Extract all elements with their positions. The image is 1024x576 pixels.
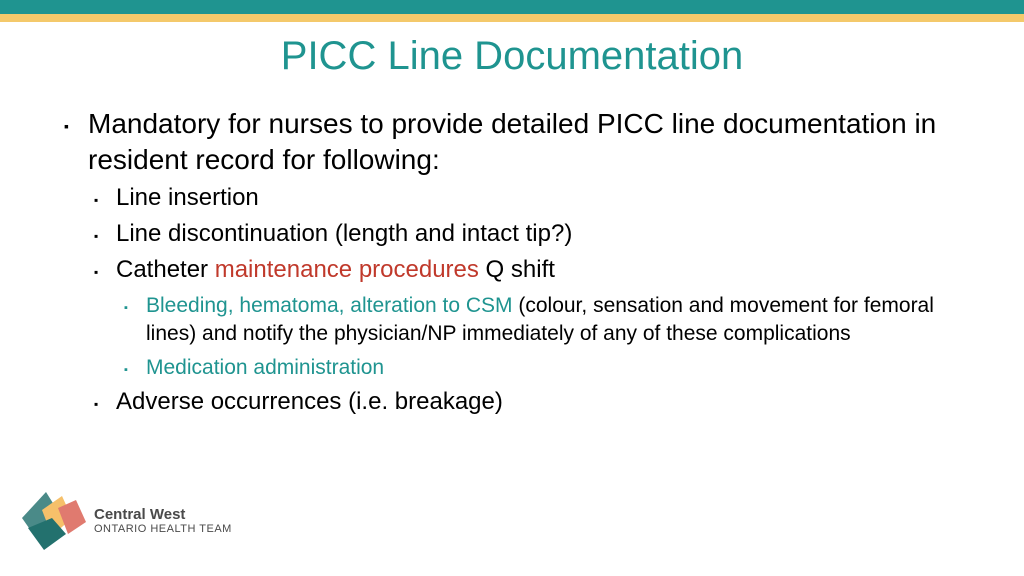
bullet-sub4-text: Adverse occurrences (i.e. breakage): [116, 388, 503, 415]
logo-text: Central West ONTARIO HEALTH TEAM: [94, 506, 232, 535]
logo-line1: Central West: [94, 506, 232, 523]
content-area: Mandatory for nurses to provide detailed…: [58, 106, 968, 424]
slide-title: PICC Line Documentation: [0, 34, 1024, 79]
bullet-sub1-text: Line insertion: [116, 184, 259, 211]
bullet-sub2: Line discontinuation (length and intact …: [88, 218, 968, 250]
bullet-sub3-pre: Catheter: [116, 256, 215, 283]
bullet-sub3-post: Q shift: [479, 256, 555, 283]
bullet-main: Mandatory for nurses to provide detailed…: [58, 106, 968, 418]
bullet-sub3-highlight: maintenance procedures: [215, 256, 479, 283]
bullet-main-text: Mandatory for nurses to provide detailed…: [88, 108, 936, 175]
slide: PICC Line Documentation Mandatory for nu…: [0, 0, 1024, 576]
bullet-sub3b: Medication administration: [116, 354, 968, 382]
top-bar-yellow: [0, 14, 1024, 22]
bullet-sub2-text: Line discontinuation (length and intact …: [116, 220, 572, 247]
bullet-sub3: Catheter maintenance procedures Q shift …: [88, 254, 968, 382]
bullet-sub3b-text: Medication administration: [146, 356, 384, 379]
logo-mark: [18, 488, 90, 556]
top-bar-teal: [0, 0, 1024, 14]
bullet-sub3a: Bleeding, hematoma, alteration to CSM (c…: [116, 292, 968, 348]
bullet-sub3a-highlight: Bleeding, hematoma, alteration to CSM: [146, 294, 513, 317]
bullet-sub1: Line insertion: [88, 182, 968, 214]
logo-line2: ONTARIO HEALTH TEAM: [94, 523, 232, 535]
bullet-sub4: Adverse occurrences (i.e. breakage): [88, 386, 968, 418]
